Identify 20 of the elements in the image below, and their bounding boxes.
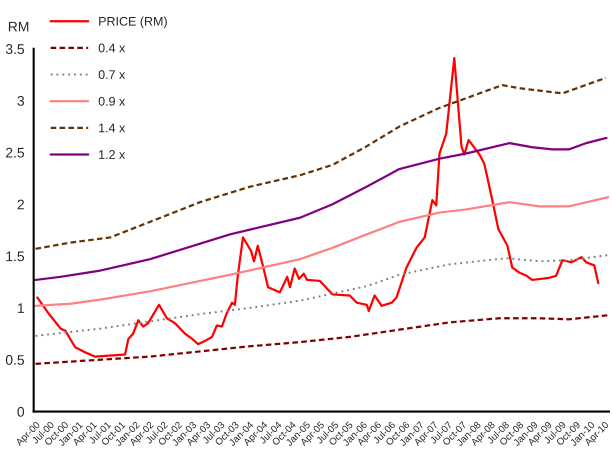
line-series [34,254,609,337]
y-tick-label: 3.5 [6,44,24,54]
line-series [34,136,608,282]
y-tick-label: 1.5 [6,252,24,262]
legend-label: PRICE (RM) [99,16,167,28]
y-tick-label: 3 [17,96,24,106]
line-series [36,57,600,358]
y-tick-label: 2.5 [6,148,24,158]
y-tick-label: 0 [17,406,24,417]
line-series [34,314,609,365]
legend-label: 1.4 x [99,124,126,132]
y-axis-title: RM [8,22,28,32]
legend-label: 0.9 x [98,96,126,106]
legend-label: 0.4 x [98,44,126,52]
y-tick-label: 1 [18,303,24,313]
line-series [34,196,609,307]
legend-label: 1.2 x [99,150,126,159]
y-tick-label: 2 [18,200,24,210]
legend-label: 0.7 x [98,70,126,80]
y-tick-label: 0.5 [6,355,24,365]
